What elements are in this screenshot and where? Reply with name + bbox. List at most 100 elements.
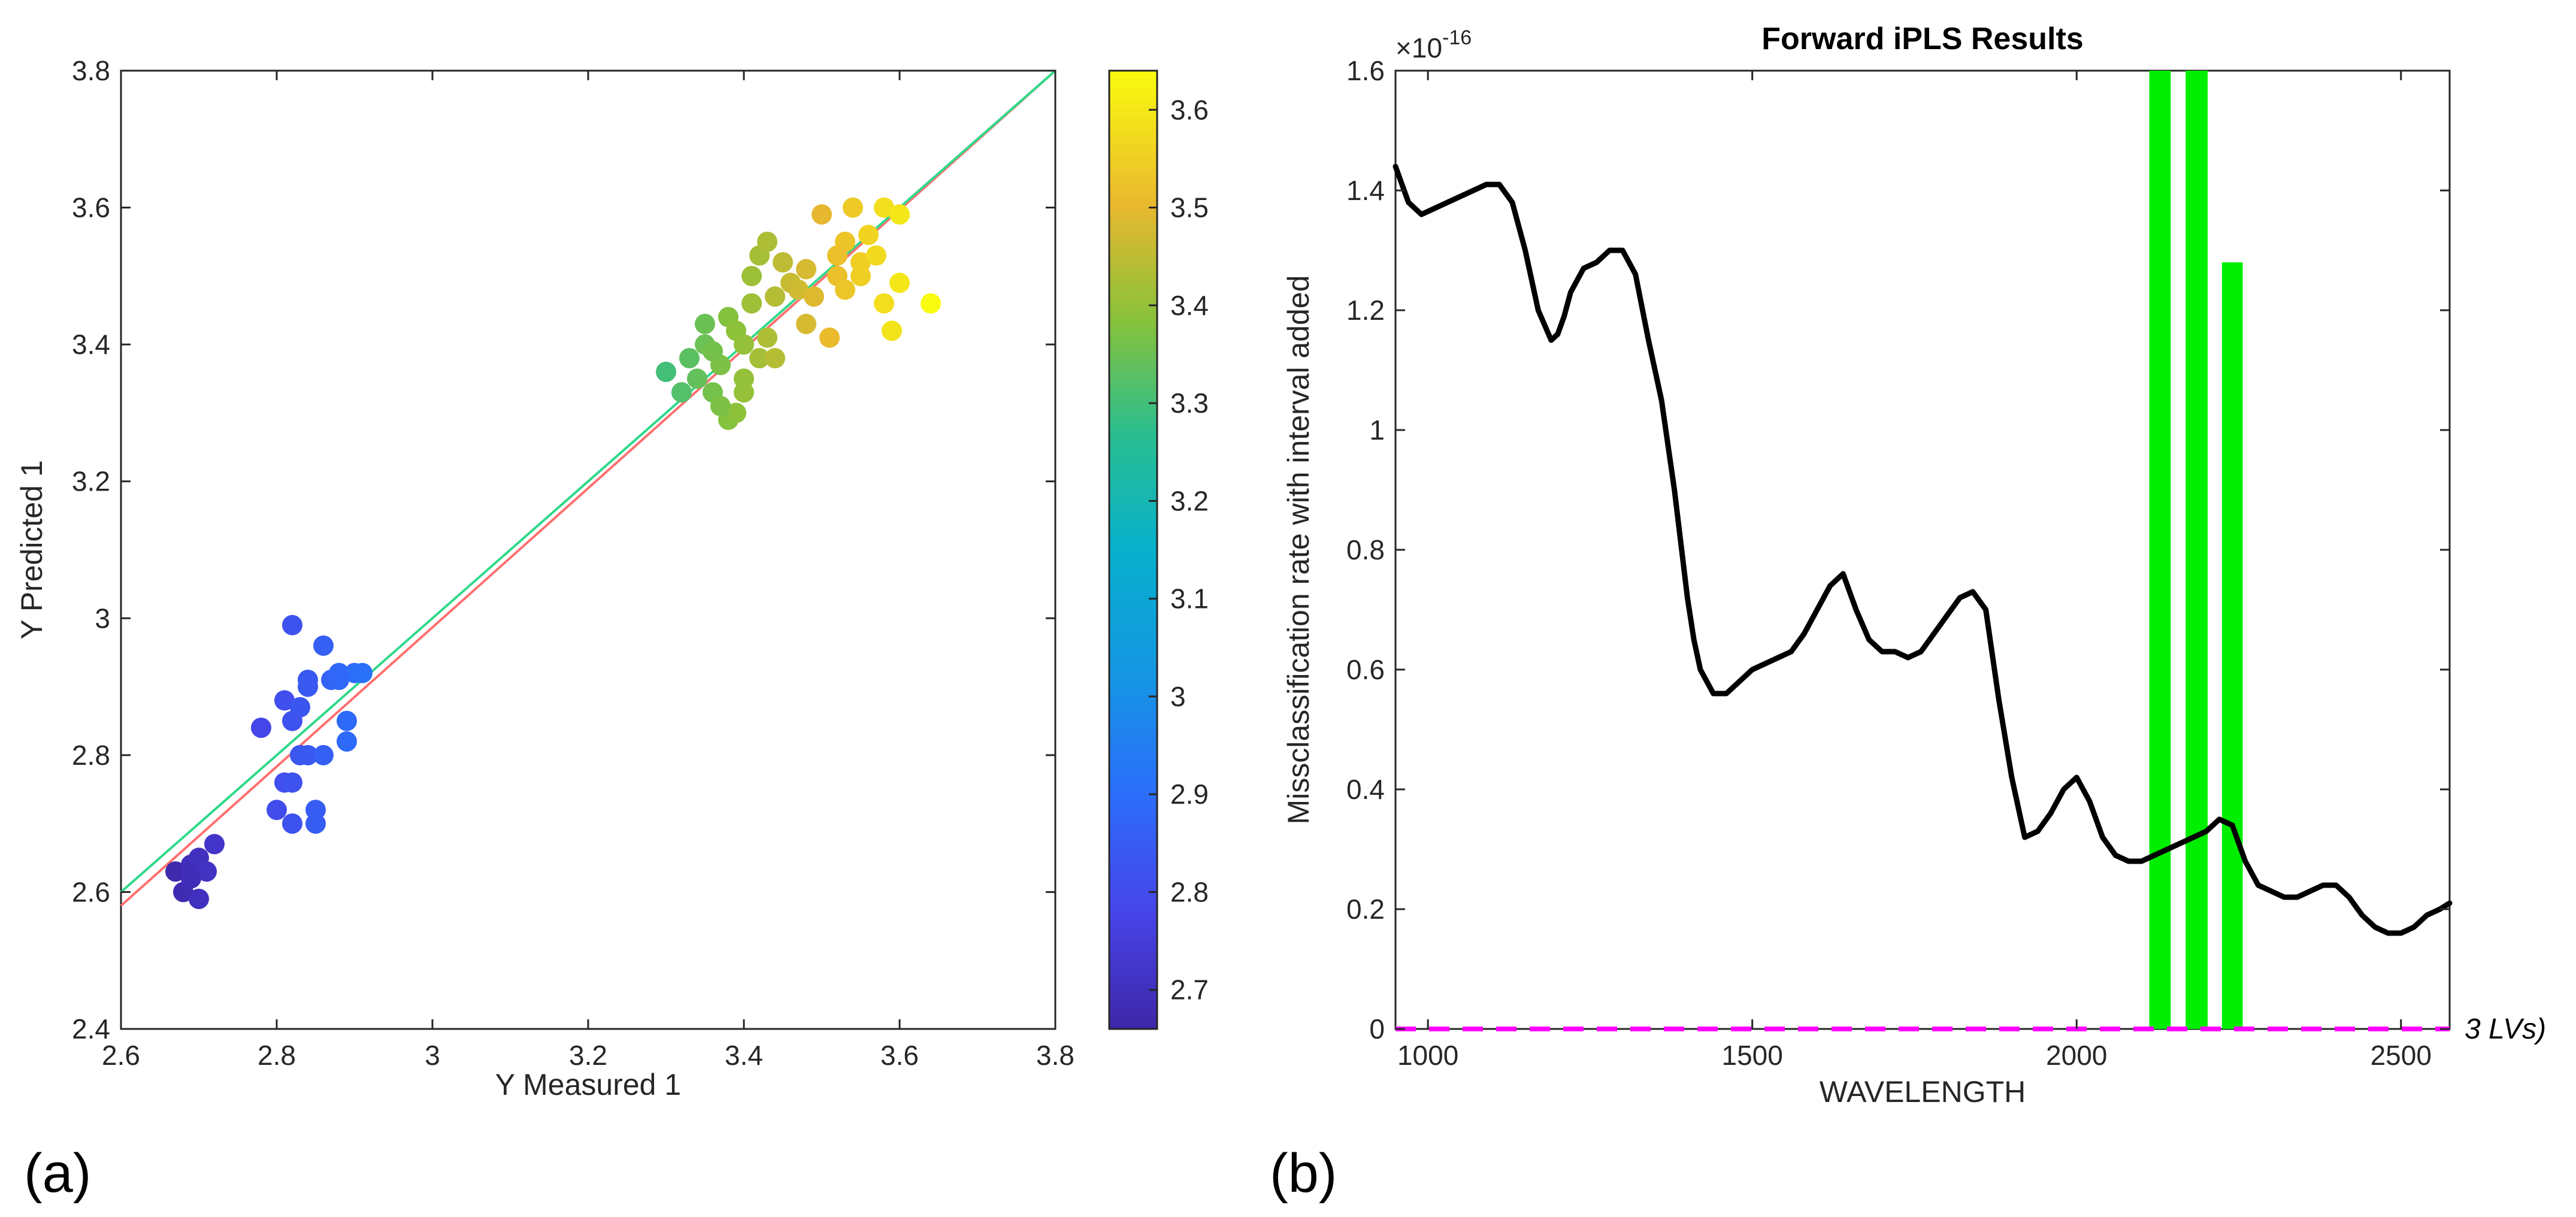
y-tick-label: 3.4 <box>72 329 110 360</box>
scatter-point <box>874 197 894 218</box>
colorbar-tick-label: 3.4 <box>1170 290 1209 321</box>
y-tick-label: 0.4 <box>1346 774 1385 805</box>
panel-label-a: (a) <box>24 1143 91 1204</box>
scatter-point <box>757 231 777 252</box>
line-y-axis-label: Missclassification rate with interval ad… <box>1282 275 1315 824</box>
line-chart-title: Forward iPLS Results <box>1761 22 2083 56</box>
colorbar-tick-label: 3 <box>1170 681 1186 712</box>
colorbar-tick-label: 2.8 <box>1170 876 1209 907</box>
scatter-point <box>196 861 217 882</box>
scatter-point <box>796 259 816 280</box>
interval-bar-1 <box>2185 71 2208 1029</box>
x-tick-label: 3.4 <box>725 1040 763 1071</box>
colorbar-gradient <box>1108 69 1158 1030</box>
y-tick-label: 3.8 <box>72 55 110 86</box>
x-tick-label: 2.8 <box>258 1040 296 1071</box>
scatter-point <box>695 313 715 334</box>
colorbar-tick-label: 3.2 <box>1170 485 1209 516</box>
x-tick-label: 3.6 <box>880 1040 919 1071</box>
scatter-point <box>305 813 326 834</box>
y-tick-label: 0.2 <box>1346 894 1385 925</box>
scatter-point <box>274 690 295 711</box>
y-tick-label: 1.6 <box>1346 55 1385 86</box>
scatter-point <box>773 252 793 273</box>
scatter-point <box>679 348 700 368</box>
y-tick-label: 2.4 <box>72 1013 110 1045</box>
y-tick-label: 1.4 <box>1346 175 1385 206</box>
scatter-point <box>804 286 824 307</box>
x-tick-label: 1500 <box>1722 1040 1783 1071</box>
scatter-point <box>710 396 731 416</box>
scatter-point <box>921 293 941 314</box>
x-tick-label: 1000 <box>1397 1040 1458 1071</box>
y-tick-label: 1.2 <box>1346 295 1385 326</box>
scatter-point <box>204 834 225 855</box>
misclassification-curve <box>1393 164 2453 936</box>
scatter-point <box>734 382 754 403</box>
lvs-annotation: 3 LVs) <box>2465 1013 2546 1045</box>
y-tick-label: 2.8 <box>72 740 110 771</box>
scatter-point <box>796 313 816 334</box>
y-axis-multiplier: ×10-16 <box>1396 26 1472 63</box>
scatter-point <box>656 361 676 382</box>
y-tick-label: 2.6 <box>72 876 110 907</box>
x-tick-label: 3.2 <box>569 1040 607 1071</box>
scatter-point <box>251 718 271 738</box>
x-tick-label: 3.8 <box>1036 1040 1074 1071</box>
scatter-point <box>726 402 746 423</box>
y-tick-label: 0.6 <box>1346 654 1385 685</box>
scatter-point <box>812 204 832 225</box>
scatter-point <box>835 279 855 300</box>
x-tick-label: 2.6 <box>102 1040 140 1071</box>
scatter-x-axis-label: Y Measured 1 <box>495 1068 681 1101</box>
scatter-point <box>189 888 209 909</box>
scatter-point <box>337 731 357 752</box>
scatter-point <box>765 348 785 368</box>
interval-bar-2 <box>2221 262 2243 1029</box>
scatter-point <box>765 286 785 307</box>
scatter-point <box>329 670 349 691</box>
scatter-point <box>850 252 871 273</box>
y-tick-label: 3 <box>95 603 110 634</box>
colorbar-tick-label: 3.3 <box>1170 387 1209 419</box>
scatter-point <box>843 197 863 218</box>
scatter-point <box>827 245 847 266</box>
colorbar-tick-label: 3.6 <box>1170 94 1209 125</box>
scatter-point <box>671 382 692 403</box>
scatter-point <box>788 279 809 300</box>
line-x-axis-label: WAVELENGTH <box>1820 1075 2026 1109</box>
colorbar-tick-label: 2.9 <box>1170 779 1209 810</box>
scatter-point <box>741 265 762 286</box>
scatter-point <box>889 204 910 225</box>
colorbar: 2.7 2.8 2.9 3 3.1 3.2 3.3 3.4 3.5 3.6 <box>1108 69 1209 1030</box>
y-tick-label: 3.6 <box>72 192 110 223</box>
scatter-chart: 2.6 2.8 3 3.2 3.4 3.6 3.8 2.42.62.833.23.43.63… <box>15 55 1074 1101</box>
scatter-point <box>298 744 318 765</box>
line-chart: 1000 1500 2000 2500 0 0.2 0.4 0.6 0.8 1 1.2 1.4 1.6… <box>1282 22 2546 1109</box>
scatter-point <box>866 245 886 266</box>
line-plot-area <box>1394 69 2451 1030</box>
scatter-point <box>282 772 302 793</box>
colorbar-tick-label: 2.7 <box>1170 974 1209 1006</box>
scatter-point <box>889 273 910 293</box>
scatter-point <box>337 710 357 731</box>
scatter-point <box>290 697 310 718</box>
y-tick-label: 3.2 <box>72 466 110 497</box>
scatter-point <box>282 813 302 834</box>
x-tick-label: 3 <box>425 1040 440 1071</box>
scatter-y-axis-label: Y Predicted 1 <box>15 460 49 639</box>
scatter-point <box>313 744 334 765</box>
scatter-point <box>819 327 840 348</box>
scatter-point <box>874 293 894 314</box>
y-tick-label: 1 <box>1369 414 1385 446</box>
scatter-point <box>749 348 770 368</box>
scatter-point <box>165 861 186 882</box>
panel-label-b: (b) <box>1270 1143 1337 1204</box>
scatter-point <box>298 670 318 691</box>
scatter-point <box>741 293 762 314</box>
scatter-point <box>757 327 777 348</box>
scatter-point <box>882 320 902 341</box>
colorbar-tick-label: 3.1 <box>1170 583 1209 614</box>
colorbar-tick-label: 3.5 <box>1170 192 1209 223</box>
